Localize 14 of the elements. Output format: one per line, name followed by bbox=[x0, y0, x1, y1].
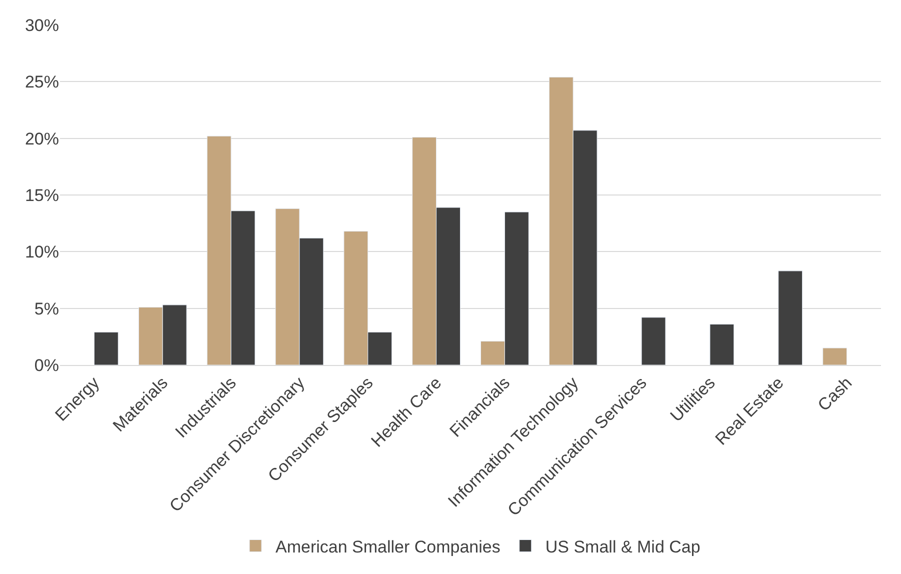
y-tick-label: 25% bbox=[24, 72, 59, 92]
legend-label: US Small & Mid Cap bbox=[545, 537, 700, 556]
bar bbox=[778, 270, 803, 365]
legend-label: American Smaller Companies bbox=[276, 537, 500, 556]
bar bbox=[94, 332, 118, 365]
bar bbox=[822, 348, 848, 365]
bar bbox=[641, 317, 666, 365]
y-tick-label: 20% bbox=[24, 129, 59, 148]
y-tick-label: 30% bbox=[24, 16, 59, 35]
y-tick-label: 10% bbox=[24, 242, 59, 262]
y-tick-label: 0% bbox=[34, 356, 59, 375]
y-tick-label: 5% bbox=[34, 299, 59, 318]
bar bbox=[710, 324, 734, 365]
y-tick-label: 15% bbox=[24, 186, 59, 205]
